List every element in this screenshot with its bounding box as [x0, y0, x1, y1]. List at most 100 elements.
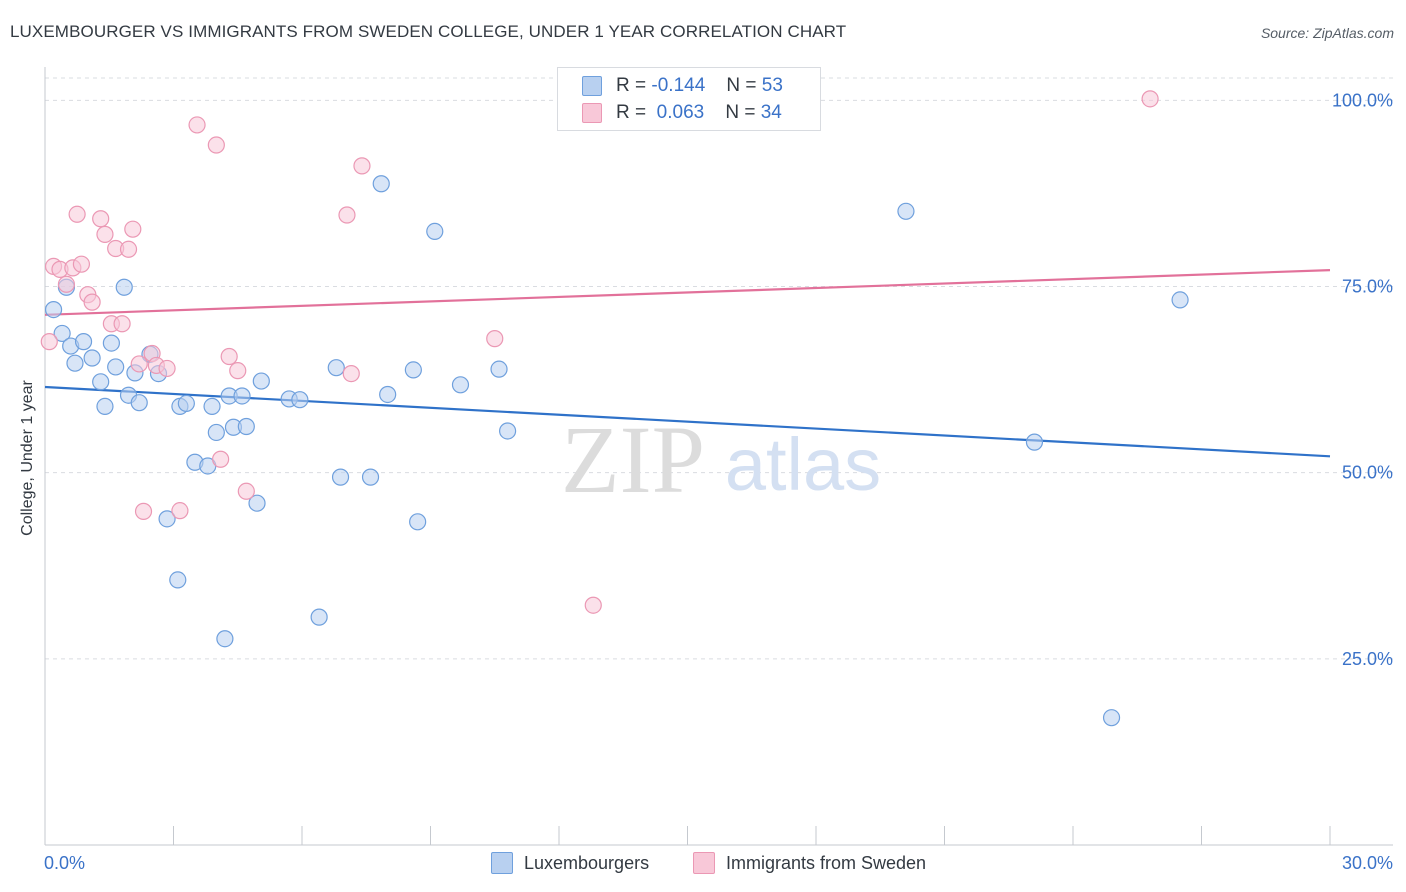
point-luxembourgers	[207, 423, 225, 442]
point-sweden	[130, 355, 148, 373]
point-sweden	[72, 255, 91, 273]
point-sweden	[171, 502, 189, 520]
y-tick-label: 100.0%	[1332, 90, 1393, 110]
legend-n-label: N =	[725, 102, 756, 123]
point-sweden	[57, 275, 76, 293]
point-luxembourgers	[499, 422, 517, 440]
point-sweden	[158, 359, 176, 378]
legend-n-label: N =	[726, 75, 757, 96]
legend-label-sweden: Immigrants from Sweden	[726, 852, 927, 873]
legend-swatch-pink	[693, 852, 715, 874]
y-tick-label: 75.0%	[1342, 277, 1393, 297]
point-sweden	[353, 157, 371, 175]
point-sweden	[188, 116, 206, 134]
point-sweden	[207, 136, 225, 154]
x-tick-label: 30.0%	[1342, 853, 1393, 873]
point-sweden	[68, 205, 86, 223]
legend-swatch-pink	[582, 103, 602, 123]
legend-swatch-blue	[491, 852, 513, 874]
watermark-atlas: atlas	[725, 423, 881, 506]
point-sweden	[83, 293, 101, 311]
point-luxembourgers	[404, 361, 422, 379]
trend-line-luxembourgers	[44, 385, 1331, 458]
point-luxembourgers	[203, 397, 221, 415]
point-sweden	[1141, 90, 1159, 108]
point-luxembourgers	[327, 359, 345, 377]
point-luxembourgers	[158, 510, 176, 528]
legend-item-luxembourgers: Luxembourgers	[491, 852, 649, 874]
legend-r-value: -0.144	[651, 75, 706, 96]
point-luxembourgers	[409, 513, 427, 531]
point-sweden	[486, 330, 504, 348]
trend-lines	[44, 269, 1331, 458]
point-luxembourgers	[107, 358, 125, 376]
point-luxembourgers	[96, 397, 114, 415]
point-sweden	[338, 206, 356, 224]
gridlines	[45, 77, 1393, 660]
point-luxembourgers	[490, 360, 508, 378]
legend-n-value: 34	[760, 102, 782, 123]
point-luxembourgers	[426, 222, 444, 240]
point-sweden	[229, 362, 247, 380]
legend-r-value: 0.063	[656, 102, 705, 123]
point-luxembourgers	[102, 334, 120, 352]
tick-labels: 25.0% 50.0% 75.0% 100.0% 0.0% 30.0%	[44, 90, 1393, 873]
trend-line-sweden	[44, 269, 1331, 316]
point-sweden	[134, 502, 153, 520]
point-sweden	[40, 333, 58, 351]
point-sweden	[220, 347, 238, 366]
axes	[44, 67, 1393, 846]
point-sweden	[124, 220, 142, 238]
point-luxembourgers	[74, 333, 93, 351]
point-luxembourgers	[310, 608, 328, 626]
point-luxembourgers	[1025, 433, 1044, 451]
legend-r-label: R =	[616, 102, 647, 123]
point-sweden	[237, 482, 255, 500]
point-luxembourgers	[233, 387, 251, 405]
legend-n-value: 53	[761, 75, 783, 96]
point-luxembourgers	[237, 417, 255, 436]
point-luxembourgers	[44, 300, 63, 319]
point-sweden	[342, 365, 360, 383]
source-note: Source: ZipAtlas.com	[1260, 25, 1394, 41]
point-sweden	[113, 315, 131, 333]
correlation-legend: R = -0.144 N = 53 R = 0.063 N = 34	[557, 67, 821, 131]
point-sweden	[92, 210, 110, 228]
legend-r-label: R =	[616, 75, 647, 96]
point-luxembourgers	[252, 372, 270, 390]
point-luxembourgers	[66, 354, 84, 372]
chart-title: LUXEMBOURGER VS IMMIGRANTS FROM SWEDEN C…	[10, 22, 847, 41]
point-luxembourgers	[248, 494, 266, 512]
point-luxembourgers	[897, 202, 915, 220]
point-luxembourgers	[130, 394, 148, 412]
point-luxembourgers	[379, 385, 397, 404]
y-tick-label: 25.0%	[1342, 649, 1393, 669]
point-luxembourgers	[1102, 709, 1121, 727]
point-luxembourgers	[1171, 291, 1189, 309]
point-luxembourgers	[331, 468, 350, 486]
point-luxembourgers	[372, 175, 390, 193]
legend-item-sweden: Immigrants from Sweden	[693, 852, 926, 874]
data-points	[40, 90, 1189, 727]
legend-swatch-blue	[582, 76, 602, 96]
point-luxembourgers	[115, 278, 133, 296]
y-tick-label: 50.0%	[1342, 463, 1393, 483]
legend-label-luxembourgers: Luxembourgers	[524, 852, 650, 873]
point-luxembourgers	[169, 571, 187, 589]
zipatlas-watermark: ZIP atlas	[561, 406, 881, 513]
point-luxembourgers	[451, 376, 470, 394]
point-luxembourgers	[216, 630, 234, 648]
series-legend: Luxembourgers Immigrants from Sweden	[0, 852, 1406, 876]
point-luxembourgers	[83, 349, 101, 367]
point-luxembourgers	[177, 394, 195, 413]
point-sweden	[119, 240, 138, 258]
point-sweden	[212, 450, 230, 468]
point-luxembourgers	[361, 468, 380, 486]
point-sweden	[96, 225, 114, 243]
watermark-zip: ZIP	[561, 406, 705, 513]
point-luxembourgers	[291, 391, 309, 409]
point-sweden	[584, 596, 602, 614]
point-luxembourgers	[92, 373, 110, 391]
point-luxembourgers	[53, 324, 71, 343]
